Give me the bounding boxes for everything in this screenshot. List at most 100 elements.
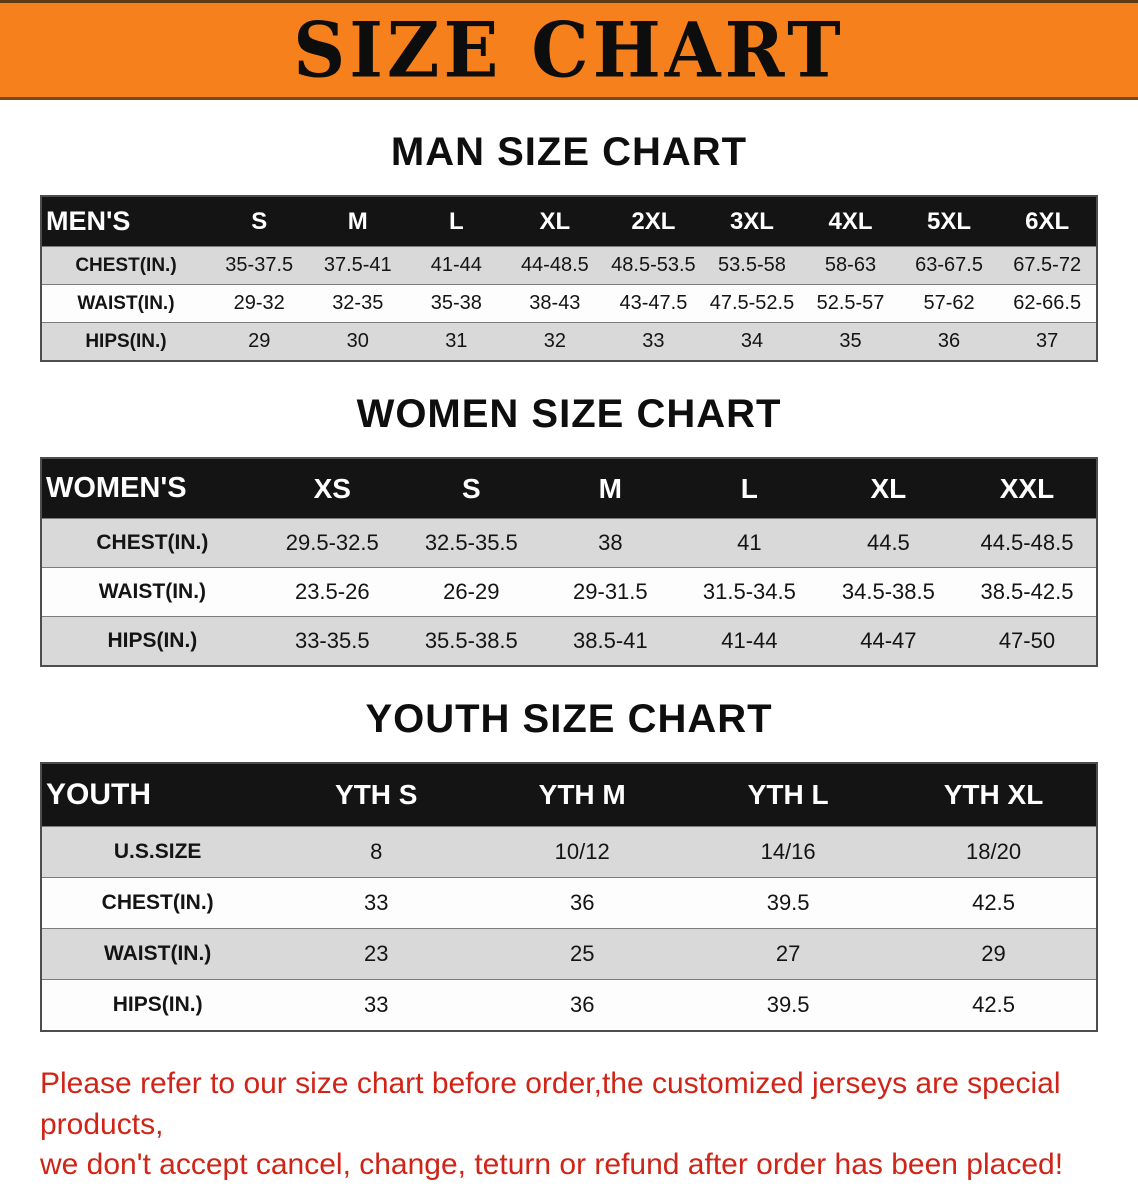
size-column-header: 3XL	[702, 196, 802, 247]
table-cell: 29.5-32.5	[285, 530, 379, 555]
table-row: CHEST(IN.) 29.5-32.5 32.5-35.5 38 41 44.5 44.5…	[41, 518, 1097, 568]
table-row: HIPS(IN.) 33-35.5 35.5-38.5 38.5-41 41-44 44-…	[41, 616, 1097, 666]
row-label: CHEST(IN.)	[101, 891, 214, 914]
table-cell: 53.5-58	[718, 254, 786, 276]
section-men: MAN SIZE CHART MEN'S S M L XL 2XL 3XL 4XL 5XL 6XL C…	[0, 130, 1138, 362]
table-header-row: WOMEN'S XS S M L XL XXL	[41, 458, 1097, 519]
note-line-2: we don't accept cancel, change, teturn o…	[40, 1148, 1064, 1181]
table-cell: 29-32	[233, 292, 285, 314]
table-row: U.S.SIZE 8 10/12 14/16 18/20	[41, 826, 1097, 878]
table-head: MEN'S S M L XL 2XL 3XL 4XL 5XL 6XL	[41, 196, 1097, 247]
table-cell: 23.5-26	[294, 579, 370, 604]
table-cell: 25	[569, 941, 595, 966]
table-cell: 41-44	[430, 254, 482, 276]
table-cell: 41	[737, 530, 762, 555]
table-cell: 32-35	[332, 292, 384, 314]
size-column-header: XL	[818, 458, 958, 519]
table-cell: 44-47	[860, 628, 917, 653]
table-cell: 32.5-35.5	[424, 530, 518, 555]
table-cell: 39.5	[766, 992, 810, 1017]
table-row: HIPS(IN.) 33 36 39.5 42.5	[41, 979, 1097, 1031]
table-cell: 33-35.5	[294, 628, 370, 653]
size-column-header: XL	[505, 196, 605, 247]
size-column-header: 6XL	[998, 196, 1097, 247]
table-cell: 38	[598, 530, 623, 555]
table-cell: 23	[364, 941, 389, 966]
table-row: WAIST(IN.) 29-32 32-35 35-38 38-43 43-47.5 47.…	[41, 284, 1097, 323]
table-row: CHEST(IN.) 35-37.5 37.5-41 41-44 44-48.5 48.5…	[41, 246, 1097, 285]
note-line-1: Please refer to our size chart before or…	[40, 1067, 1061, 1141]
table-cell: 42.5	[972, 992, 1015, 1017]
table-cell: 33	[642, 330, 665, 352]
row-label: HIPS(IN.)	[112, 993, 203, 1016]
size-column-header: XXL	[957, 458, 1097, 519]
size-column-header: M	[540, 458, 680, 519]
size-column-header: L	[407, 196, 506, 247]
table-cell: 44.5	[866, 530, 910, 555]
table-row: WAIST(IN.) 23 25 27 29	[41, 928, 1097, 980]
section-heading-youth: YOUTH SIZE CHART	[365, 697, 773, 741]
section-youth: YOUTH SIZE CHART YOUTH YTH S YTH M YTH L YTH …	[0, 697, 1138, 1032]
size-column-header: 4XL	[801, 196, 900, 247]
row-label: HIPS(IN.)	[85, 330, 167, 352]
banner: SIZE CHART	[0, 0, 1138, 100]
table-body: U.S.SIZE 8 10/12 14/16 18/20 CHEST(IN.) 33 36 39…	[41, 826, 1097, 1031]
table-cell: 38-43	[529, 292, 581, 314]
table-cell: 32	[543, 330, 566, 352]
table-cell: 44.5-48.5	[980, 530, 1074, 555]
table-row: CHEST(IN.) 33 36 39.5 42.5	[41, 877, 1097, 929]
table-cell: 52.5-57	[816, 292, 885, 314]
table-group-label: WOMEN'S	[41, 458, 263, 519]
row-label: WAIST(IN.)	[103, 942, 212, 965]
table-group-label: YOUTH	[41, 763, 274, 827]
table-cell: 35.5-38.5	[424, 628, 518, 653]
table-cell: 37	[1036, 330, 1059, 352]
table-cell: 27	[775, 941, 801, 966]
table-cell: 10/12	[554, 839, 610, 864]
table-cell: 44-48.5	[520, 254, 589, 276]
table-cell: 33	[364, 890, 389, 915]
size-column-header: YTH M	[479, 763, 686, 827]
row-label: WAIST(IN.)	[77, 292, 175, 314]
size-column-header: YTH L	[685, 763, 892, 827]
table-cell: 35-38	[430, 292, 482, 314]
table-cell: 30	[346, 330, 369, 352]
table-cell: 38.5-41	[573, 628, 648, 653]
table-row: HIPS(IN.) 29 30 31 32 33 34 35 36 37	[41, 322, 1097, 361]
row-label: CHEST(IN.)	[75, 254, 177, 276]
table-body: CHEST(IN.) 29.5-32.5 32.5-35.5 38 41 44.5 44.5…	[41, 518, 1097, 666]
table-cell: 58-63	[824, 254, 877, 276]
table-cell: 47-50	[998, 628, 1056, 653]
table-cell: 33	[364, 992, 389, 1017]
table-cell: 38.5-42.5	[980, 579, 1074, 604]
table-row: WAIST(IN.) 23.5-26 26-29 29-31.5 31.5-34.5 34…	[41, 567, 1097, 617]
size-column-header: S	[401, 458, 541, 519]
size-column-header: L	[679, 458, 819, 519]
size-column-header: YTH XL	[891, 763, 1097, 827]
footer-note: Please refer to our size chart before or…	[40, 1064, 1098, 1186]
table-cell: 35-37.5	[225, 254, 294, 276]
men-size-table: MEN'S S M L XL 2XL 3XL 4XL 5XL 6XL CHEST(IN.) 35-37…	[40, 195, 1098, 362]
table-head: WOMEN'S XS S M L XL XXL	[41, 458, 1097, 519]
size-column-header: M	[308, 196, 408, 247]
size-column-header: 2XL	[604, 196, 703, 247]
table-group-label: MEN'S	[41, 196, 210, 247]
table-cell: 35	[839, 330, 862, 352]
table-cell: 26-29	[443, 579, 500, 604]
sections-container: MAN SIZE CHART MEN'S S M L XL 2XL 3XL 4XL 5XL 6XL C…	[0, 130, 1138, 1032]
table-cell: 37.5-41	[323, 254, 392, 276]
row-label: WAIST(IN.)	[98, 580, 207, 603]
table-cell: 67.5-72	[1013, 254, 1082, 276]
table-cell: 48.5-53.5	[611, 254, 696, 276]
table-cell: 57-62	[923, 292, 975, 314]
youth-size-table: YOUTH YTH S YTH M YTH L YTH XL U.S.SIZE 8 10/12…	[40, 762, 1098, 1032]
table-cell: 39.5	[766, 890, 810, 915]
table-cell: 36	[937, 330, 961, 352]
table-cell: 29	[248, 330, 271, 352]
section-heading-men: MAN SIZE CHART	[390, 130, 748, 174]
size-column-header: XS	[262, 458, 402, 519]
size-column-header: S	[209, 196, 309, 247]
table-cell: 31.5-34.5	[702, 579, 796, 604]
section-women: WOMEN SIZE CHART WOMEN'S XS S M L XL XXL CHEST(I…	[0, 392, 1138, 667]
table-cell: 43-47.5	[619, 292, 688, 314]
